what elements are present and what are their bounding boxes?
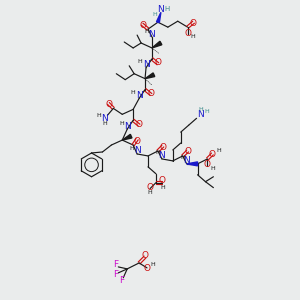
- Text: O: O: [106, 100, 113, 109]
- Text: H: H: [130, 146, 134, 151]
- Text: O: O: [140, 21, 147, 30]
- Text: H: H: [153, 12, 157, 17]
- Text: N: N: [158, 152, 165, 160]
- Text: N: N: [158, 5, 164, 14]
- Text: O: O: [154, 58, 161, 67]
- Text: O: O: [136, 120, 142, 129]
- Text: H: H: [216, 148, 221, 154]
- Text: O: O: [184, 28, 191, 38]
- Text: O: O: [134, 136, 141, 146]
- Text: H: H: [156, 151, 160, 155]
- Text: O: O: [142, 250, 148, 260]
- Text: H: H: [96, 113, 101, 118]
- Text: N: N: [101, 114, 108, 123]
- Text: O: O: [159, 142, 167, 152]
- Text: O: O: [146, 183, 154, 192]
- Text: O: O: [158, 176, 165, 185]
- Text: H: H: [198, 107, 203, 112]
- Text: F: F: [113, 270, 118, 279]
- Text: H: H: [145, 28, 149, 34]
- Polygon shape: [145, 73, 155, 79]
- Text: O: O: [143, 264, 151, 273]
- Text: H: H: [148, 190, 152, 195]
- Text: H: H: [180, 155, 185, 160]
- Text: H: H: [204, 109, 209, 114]
- Text: H: H: [164, 6, 170, 12]
- Text: N: N: [136, 91, 142, 100]
- Text: H: H: [151, 262, 155, 267]
- Text: O: O: [148, 89, 154, 98]
- Text: F: F: [119, 276, 124, 285]
- Text: N: N: [183, 156, 190, 165]
- Text: O: O: [209, 151, 216, 160]
- Text: N: N: [124, 122, 130, 131]
- Text: N: N: [197, 110, 204, 119]
- Text: H: H: [190, 34, 195, 39]
- Text: H: H: [131, 90, 136, 95]
- Text: H: H: [102, 121, 107, 126]
- Polygon shape: [122, 134, 132, 140]
- Text: O: O: [189, 19, 196, 28]
- Polygon shape: [187, 162, 198, 166]
- Text: O: O: [204, 160, 211, 169]
- Text: H: H: [119, 121, 124, 126]
- Text: F: F: [113, 260, 118, 269]
- Polygon shape: [157, 12, 161, 22]
- Text: O: O: [184, 148, 191, 157]
- Text: N: N: [148, 30, 155, 39]
- Text: H: H: [138, 59, 142, 64]
- Text: H: H: [160, 185, 165, 190]
- Polygon shape: [152, 41, 162, 48]
- Text: N: N: [143, 60, 149, 69]
- Text: N: N: [134, 146, 140, 155]
- Text: H: H: [210, 166, 215, 171]
